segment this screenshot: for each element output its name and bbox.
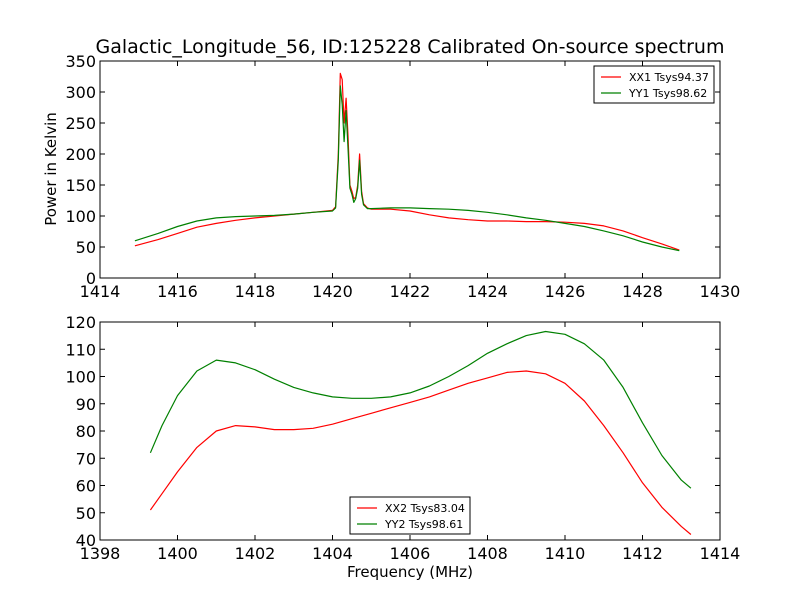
y-tick-label: 100 [65,207,96,226]
chart-title: Galactic_Longitude_56, ID:125228 Calibra… [96,36,725,58]
x-tick-label: 1404 [312,544,353,563]
y-tick-label: 60 [76,477,96,496]
y-tick-label: 250 [65,114,96,133]
y-tick-label: 90 [76,395,96,414]
legend-box [593,65,715,104]
legend-entry: YY1 Tsys98.62 [628,87,707,100]
legend-box [349,496,471,535]
x-tick-label: 1428 [622,282,663,301]
y-tick-label: 300 [65,83,96,102]
legend-1: XX1 Tsys94.37 YY1 Tsys98.62 [593,65,715,104]
y-tick-label: 80 [76,422,96,441]
x-tick-label: 1412 [622,544,663,563]
x-tick-label: 1426 [545,282,586,301]
x-tick-label: 1416 [157,282,198,301]
x-tick-label: 1420 [312,282,353,301]
legend-2: XX2 Tsys83.04 YY2 Tsys98.61 [349,496,471,535]
series-line-2-2 [149,330,692,489]
y-tick-label: 200 [65,145,96,164]
y-tick-label: 100 [65,368,96,387]
y-tick-label: 110 [65,340,96,359]
bottom-plot: 1398 1400 1402 1404 1406 1408 1410 1412 1414 40 50… [65,313,740,563]
x-tick-label: 1414 [80,282,121,301]
y-tick-label: 120 [65,313,96,332]
x-tick-label: 1410 [545,544,586,563]
series-line-2-1 [149,370,692,535]
x-tick-label: 1406 [390,544,431,563]
legend-entry: XX2 Tsys83.04 [385,502,465,515]
x-tick-label: 1398 [80,544,121,563]
y-tick-label: 350 [65,52,96,71]
series-line-1-2 [134,85,680,252]
y-tick-label: 0 [86,269,96,288]
x-tick-label: 1418 [235,282,276,301]
x-tick-label: 1402 [235,544,276,563]
x-tick-label: 1400 [157,544,198,563]
y-tick-label: 50 [76,238,96,257]
x-tick-label: 1408 [467,544,508,563]
top-plot: 1414 1416 1418 1420 1422 1424 1426 1428 1430 0 50 1… [65,52,740,301]
y-tick-label: 40 [76,531,96,550]
y-tick-label: 150 [65,176,96,195]
x-tick-label: 1414 [700,544,741,563]
bottom-x-axis-label: Frequency (MHz) [347,563,473,581]
y-tick-label: 70 [76,449,96,468]
legend-entry: YY2 Tsys98.61 [384,518,463,531]
y-tick-label: 50 [76,504,96,523]
x-tick-label: 1430 [700,282,741,301]
x-tick-label: 1422 [390,282,431,301]
top-y-axis-label: Power in Kelvin [42,112,60,226]
legend-entry: XX1 Tsys94.37 [629,71,709,84]
x-tick-label: 1424 [467,282,508,301]
